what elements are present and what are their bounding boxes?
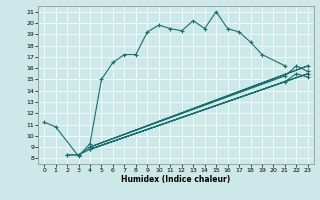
- X-axis label: Humidex (Indice chaleur): Humidex (Indice chaleur): [121, 175, 231, 184]
